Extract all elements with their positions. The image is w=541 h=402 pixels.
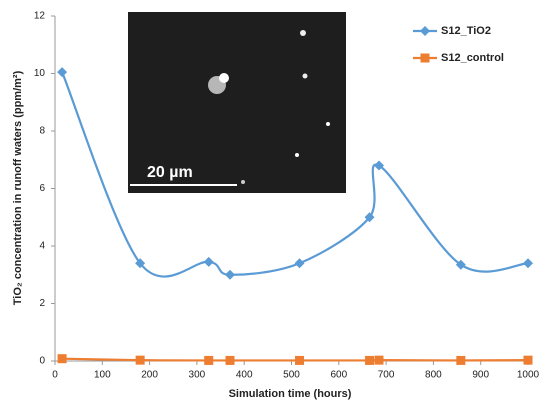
inset-image: 20 µm [128,12,346,193]
point [364,212,375,223]
point [135,258,146,269]
x-tick-label: 200 [141,370,158,381]
x-tick-label: 100 [94,370,111,381]
y-tick-label: 8 [39,126,45,137]
y-tick-label: 12 [34,11,46,22]
particle [300,30,306,36]
y-tick-label: 6 [39,183,45,194]
x-tick-label: 500 [283,370,300,381]
particle [302,73,308,79]
y-tick-label: 4 [39,241,45,252]
legend-label: S12_TiO2 [441,25,491,37]
x-tick-label: 600 [330,370,347,381]
y-tick-label: 2 [39,298,45,309]
point [295,355,305,365]
point [204,355,214,365]
point [203,256,214,267]
y-axis-title: TiO₂ concentration in runoff waters (ppm… [12,70,24,305]
legend-marker [420,53,430,63]
x-tick-label: 900 [472,370,489,381]
x-tick-label: 0 [52,370,58,381]
particle [219,73,229,83]
x-axis-title: Simulation time (hours) [229,388,352,400]
particle [295,153,299,157]
point [374,355,384,365]
scale-label: 20 µm [147,164,193,181]
x-tick-label: 300 [189,370,206,381]
legend-marker [420,26,430,36]
x-tick-label: 800 [425,370,442,381]
x-tick-label: 400 [236,370,253,381]
y-tick-label: 0 [39,356,45,367]
point [523,258,533,269]
point [135,355,145,365]
point [455,259,466,270]
point [57,354,67,364]
point [57,67,68,78]
point [225,355,235,365]
point [456,355,466,365]
point [294,258,305,269]
point [374,160,385,171]
x-tick-label: 700 [378,370,395,381]
point [523,355,533,365]
y-tick-label: 10 [34,68,46,79]
x-tick-label: 1000 [517,370,540,381]
particle [326,122,330,126]
particle [241,180,245,184]
micrograph [128,12,346,193]
point [225,269,236,280]
legend-label: S12_control [441,52,504,64]
point [365,355,375,365]
